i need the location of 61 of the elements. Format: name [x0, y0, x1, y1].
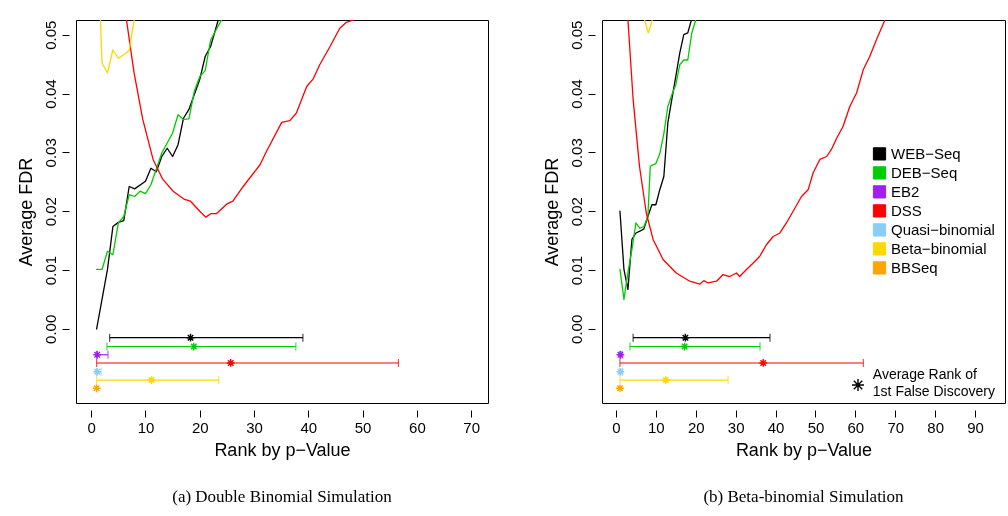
y-tick-label: 0.05 [41, 20, 59, 50]
y-axis-title: Average FDR [541, 157, 562, 267]
line-series [627, 20, 886, 285]
point [758, 358, 768, 368]
point [226, 358, 236, 368]
x-tick-label: 60 [847, 418, 865, 436]
y-tick-label: 0.02 [567, 197, 585, 227]
y-tick-label: 0.00 [41, 314, 59, 344]
legend-label: DSS [891, 201, 922, 219]
x-axis-title: Rank by p−Value [735, 439, 873, 460]
y-tick-label: 0.03 [41, 138, 59, 168]
line-series [125, 20, 355, 218]
legend-label: Beta−binomial [891, 239, 987, 257]
x-tick-label: 0 [612, 418, 621, 436]
x-tick-label: 30 [246, 418, 263, 436]
x-tick-label: 50 [354, 418, 372, 436]
x-tick-label: 0 [87, 418, 96, 436]
text: (b) Beta-binomial Simulation [703, 487, 905, 506]
y-tick-label: 0.00 [567, 314, 585, 344]
point [680, 341, 690, 352]
line-series [95, 20, 223, 271]
legend-label: EB2 [891, 182, 920, 200]
y-tick-label: 0.04 [41, 79, 59, 109]
annotation: Average Rank of 1st False Discovery [872, 366, 995, 400]
y-tick-label: 0.02 [41, 197, 59, 227]
point [185, 333, 196, 343]
legend-label: BBSeq [891, 258, 938, 276]
y-tick-label: 0.05 [567, 20, 585, 50]
point [615, 350, 625, 360]
point [146, 375, 157, 385]
point [189, 341, 199, 352]
y-tick-label: 0.04 [567, 79, 585, 109]
x-tick-label: 90 [967, 418, 984, 436]
x-tick-label: 40 [767, 418, 785, 436]
x-axis-title: Rank by p−Value [214, 439, 351, 460]
y-axis-title: Average FDR [15, 157, 36, 267]
x-tick-label: 60 [409, 418, 426, 436]
y-tick-label: 0.01 [567, 255, 585, 286]
x-tick-label: 20 [191, 418, 209, 436]
y-tick-label: 0.03 [567, 138, 585, 168]
x-tick-label: 70 [887, 418, 905, 436]
x-tick-label: 70 [463, 418, 481, 436]
legend-label: DEB−Seq [891, 163, 958, 181]
x-tick-label: 20 [687, 418, 705, 436]
point [661, 375, 671, 385]
x-tick-label: 80 [927, 418, 945, 436]
y-tick-label: 0.01 [41, 255, 59, 286]
point [615, 367, 625, 377]
point [92, 383, 102, 393]
point [680, 333, 690, 343]
point [92, 367, 102, 377]
line-series [99, 20, 135, 74]
x-tick-label: 10 [648, 418, 665, 436]
point [615, 383, 625, 393]
x-tick-label: 10 [137, 418, 155, 436]
text: (a) Double Binomial Simulation [172, 487, 393, 506]
legend-label: WEB−Seq [891, 144, 961, 162]
x-tick-label: 30 [727, 418, 745, 436]
x-tick-label: 40 [300, 418, 318, 436]
x-tick-label: 50 [807, 418, 825, 436]
legend-label: Quasi−binomial [891, 220, 995, 238]
